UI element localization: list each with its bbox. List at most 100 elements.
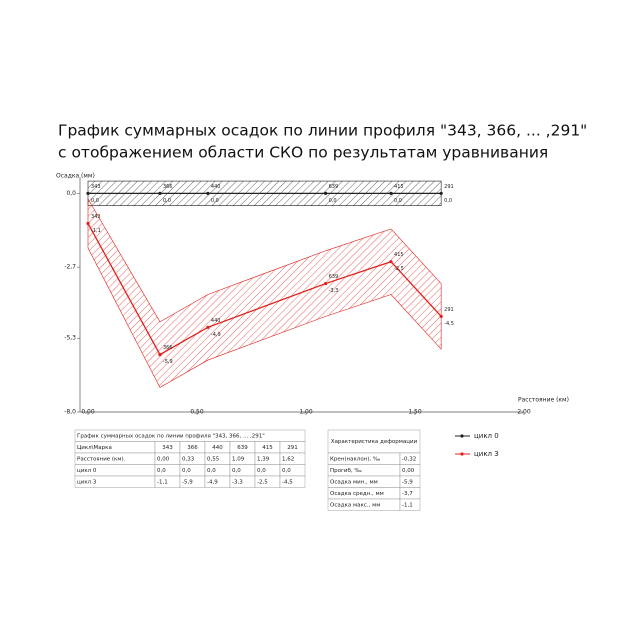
value-label: 0,0 [211,198,219,204]
table-cell-text: -5,9 [182,479,193,485]
x-tick-label: 0,50 [190,409,204,416]
x-tick-label: 2,00 [517,409,531,416]
legend-label: цикл 0 [474,432,499,440]
char-label: Прогиб, ‰ [330,468,362,474]
row-label: цикл 0 [77,468,97,474]
y-tick-label: -2,7 [64,264,76,271]
table-cell-text: -3,3 [232,479,243,485]
y-axis-label: Осадка (мм) [56,173,95,180]
point [324,281,328,286]
sko-band [87,197,442,388]
table-cell-text: 0,0 [157,468,166,474]
char-label: Осадка мин., мм [330,479,378,485]
series-line [87,223,442,356]
value-label: -4,5 [444,321,454,327]
point-name: 415 [394,184,404,190]
point [158,353,162,357]
table-cell-text: 1,62 [282,456,294,462]
value-label: -3,3 [329,288,339,294]
row-label: цикл 3 [77,479,97,485]
value-label: -1,1 [91,228,101,234]
value-label: 0,0 [163,198,171,204]
table-cell-text: 0,0 [207,468,216,474]
point [324,191,328,195]
table-cell-text: 1,39 [257,456,270,462]
table-cell-text: 0,0 [282,468,291,474]
value-label: 0,0 [329,198,337,204]
point [158,191,162,195]
table-cell-text: -2,5 [257,479,268,485]
char-value: -3,7 [402,491,413,497]
legend-dot [460,452,464,456]
table-cell [399,498,421,511]
table-cell-text: 1,09 [232,456,245,462]
table-cell-text: 0,00 [157,456,170,462]
value-label: -4,9 [211,332,221,338]
point-name: 343 [91,184,101,190]
profile-table: График суммарных осадок по линии профиля… [74,429,421,511]
table-cell-text: 0,33 [182,456,195,462]
table-header: 639 [237,445,248,451]
table-title: График суммарных осадок по линии профиля… [77,433,265,439]
point [86,221,90,226]
point-name: 415 [394,252,404,258]
table-cell-text: 0,0 [232,468,241,474]
char-label: Крен(наклон), ‰ [330,456,381,462]
table-cell-text: -4,9 [207,479,218,485]
x-axis-label: Расстояние (км) [518,397,569,404]
char-title: Характеристика деформации [331,439,418,445]
char-value: -1,1 [402,502,413,508]
y-tick-label: -5,3 [64,335,76,342]
table-cell [279,475,306,488]
point [439,314,443,318]
table-header: 440 [212,445,223,451]
point [86,191,90,195]
table-cell-text: 0,0 [182,468,191,474]
point [206,325,210,329]
value-label: 0,0 [444,198,452,204]
chart-title: График суммарных осадок по линии профиля… [58,122,587,140]
x-tick-label: 1,50 [408,409,422,416]
point-name: 366 [163,345,173,351]
char-value: -0,32 [402,456,416,462]
point-name: 366 [163,184,173,190]
point-name: 639 [329,274,339,280]
x-tick-label: 0,00 [81,409,95,416]
value-label: 0,0 [394,198,402,204]
legend-dot [460,434,464,438]
point-name: 343 [91,214,101,220]
value-label: 0,0 [91,198,99,204]
point [439,191,443,195]
point-name: 291 [444,184,454,190]
char-value: -5,9 [402,479,413,485]
y-tick-label: 0,0 [66,190,76,197]
point [206,191,210,195]
point-name: 440 [211,184,221,190]
char-label: Осадка макс., мм [330,502,380,508]
y-tick-label: -8,0 [64,409,76,416]
table-header: 366 [187,445,198,451]
point [389,191,393,195]
table-header: 343 [162,445,173,451]
table-cell-text: -1,1 [157,479,168,485]
table-cell-text: 0,55 [207,456,220,462]
char-label: Осадка средн., мм [330,491,384,497]
value-label: -2,5 [394,266,404,272]
table-cell-text: -4,5 [282,479,293,485]
table-cell-text: 0,0 [257,468,266,474]
point [389,260,393,264]
table-header: Цикл\Марка [77,445,112,451]
point-name: 291 [444,307,454,313]
table-header: 291 [287,445,298,451]
legend-label: цикл 3 [474,450,499,458]
point-name: 440 [211,318,221,324]
point-name: 639 [329,184,339,190]
char-value: 0,00 [402,468,415,474]
chart-subtitle: с отображением области СКО по результата… [58,144,548,162]
row-label: Расстояние (км). [77,456,126,462]
table-header: 415 [262,445,273,451]
x-tick-label: 1,00 [299,409,313,416]
value-label: -5,9 [163,359,173,365]
